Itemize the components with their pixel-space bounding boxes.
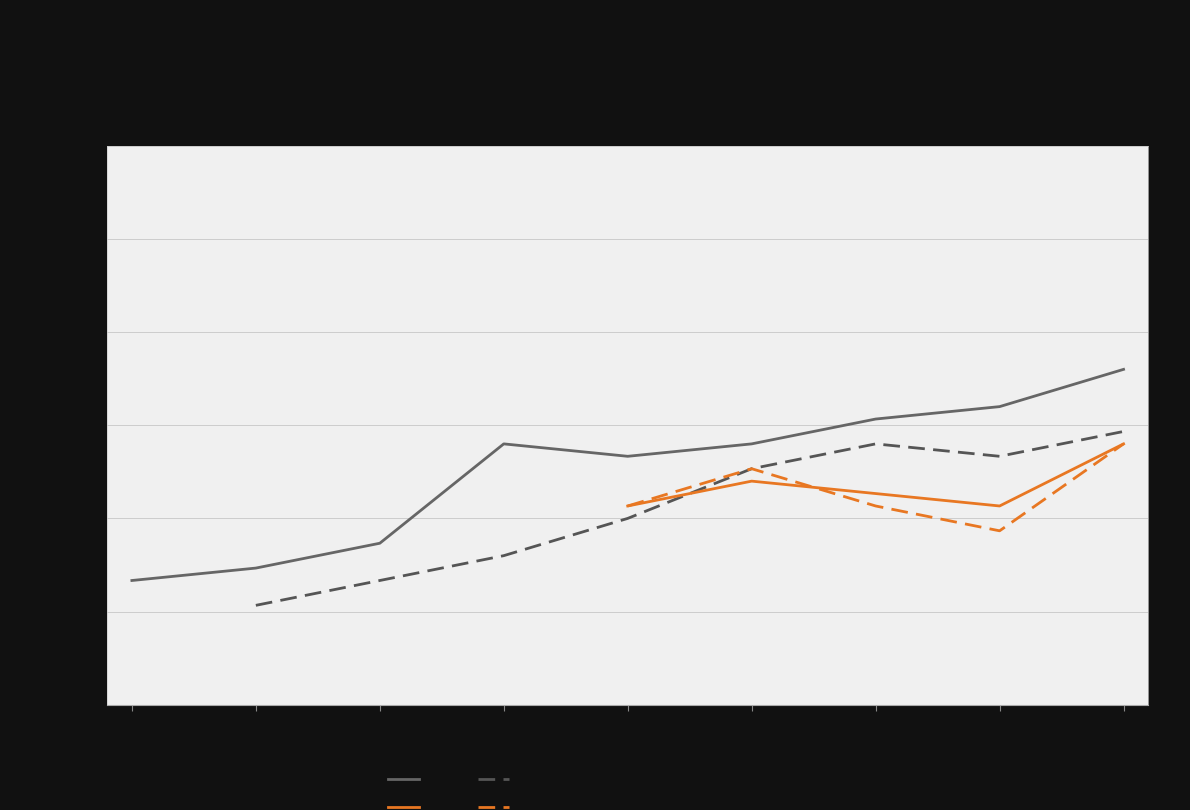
Legend: , , , : , , , [383, 768, 519, 810]
